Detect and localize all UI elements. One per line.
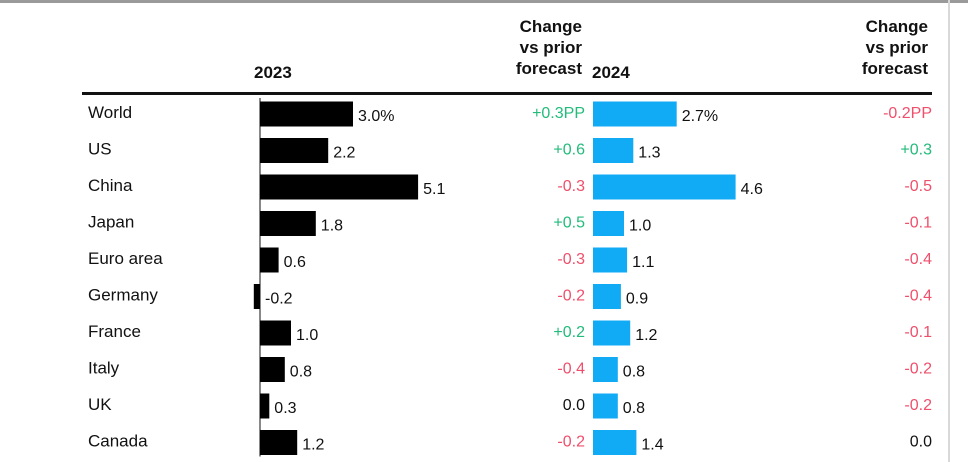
change-label-2024: -0.4 [904,251,932,268]
value-label-2024: 1.0 [629,218,651,235]
value-label-2024: 4.6 [741,181,763,198]
category-label: China [88,176,133,195]
value-label-2024: 1.1 [632,254,654,271]
change-label-2024: +0.3 [900,142,932,159]
change-label-2024: -0.1 [904,324,932,341]
bar-2023 [253,284,260,309]
value-label-2023: 0.3 [274,400,296,417]
right-border [948,0,950,462]
bar-2023 [260,247,279,273]
value-label-2023: 3.0% [358,108,394,125]
change-label-2024: 0.0 [910,434,932,451]
change-label-2023: +0.6 [553,142,585,159]
bar-2023 [260,320,291,346]
bar-2024 [593,138,634,163]
header-change-2024-line1: Change [865,17,928,36]
value-label-2024: 1.2 [635,327,657,344]
change-label-2023: -0.3 [557,178,585,195]
change-label-2023: -0.4 [557,361,585,378]
value-label-2024: 1.3 [638,145,660,162]
category-label: Italy [88,359,120,378]
bar-2024 [593,247,628,273]
bar-2023 [260,101,353,127]
change-label-2023: +0.3PP [532,105,585,122]
change-label-2023: +0.2 [553,324,585,341]
value-label-2024: 0.8 [623,364,645,381]
bar-2024 [593,284,621,309]
change-label-2024: -0.2PP [883,105,932,122]
header-2023: 2023 [254,63,292,82]
bar-2023 [260,138,329,163]
value-label-2023: -0.2 [265,291,293,308]
change-label-2023: 0.0 [563,397,585,414]
change-label-2023: -0.3 [557,251,585,268]
change-label-2023: +0.5 [553,215,585,232]
category-label: UK [88,395,112,414]
category-label: US [88,140,112,159]
header-rule [82,92,932,95]
value-label-2023: 1.2 [302,437,324,454]
value-label-2023: 5.1 [423,181,445,198]
bar-2024 [593,357,618,382]
value-label-2024: 2.7% [682,108,718,125]
change-label-2024: -0.2 [904,397,932,414]
bar-2024 [593,211,624,236]
change-label-2024: -0.1 [904,215,932,232]
header-2024: 2024 [592,63,630,82]
value-label-2024: 1.4 [641,437,663,454]
bar-2023 [260,174,419,200]
value-label-2023: 1.8 [321,218,343,235]
header-change-2023: Change vs prior forecast [452,16,582,79]
bar-2024 [593,393,618,419]
value-label-2023: 0.6 [284,254,306,271]
bar-2024 [593,430,637,455]
change-label-2023: -0.2 [557,288,585,305]
value-label-2023: 2.2 [333,145,355,162]
value-label-2024: 0.8 [623,400,645,417]
header-change-2023-line3: forecast [515,59,582,78]
change-label-2024: -0.4 [904,288,932,305]
bar-2024 [593,101,677,127]
header-change-2024: Change vs prior forecast [798,16,928,79]
category-label: Germany [88,286,158,305]
value-label-2024: 0.9 [626,291,648,308]
category-label: Japan [88,213,134,232]
header-change-2024-line3: forecast [861,59,928,78]
change-label-2024: -0.5 [904,178,932,195]
category-label: World [88,103,132,122]
bar-2023 [260,211,316,236]
header-change-2023-line2: vs prior [519,38,582,57]
bar-2023 [260,357,285,382]
bar-2023 [260,430,298,455]
bar-2024 [593,174,736,200]
header-change-2023-line1: Change [519,17,582,36]
value-label-2023: 0.8 [290,364,312,381]
category-label: France [88,322,141,341]
bar-2023 [260,393,270,419]
bar-2024 [593,320,631,346]
header-change-2024-line2: vs prior [865,38,928,57]
category-label: Canada [88,432,148,451]
top-border [0,0,968,3]
category-label: Euro area [88,249,163,268]
value-label-2023: 1.0 [296,327,318,344]
change-label-2024: -0.2 [904,361,932,378]
change-label-2023: -0.2 [557,434,585,451]
